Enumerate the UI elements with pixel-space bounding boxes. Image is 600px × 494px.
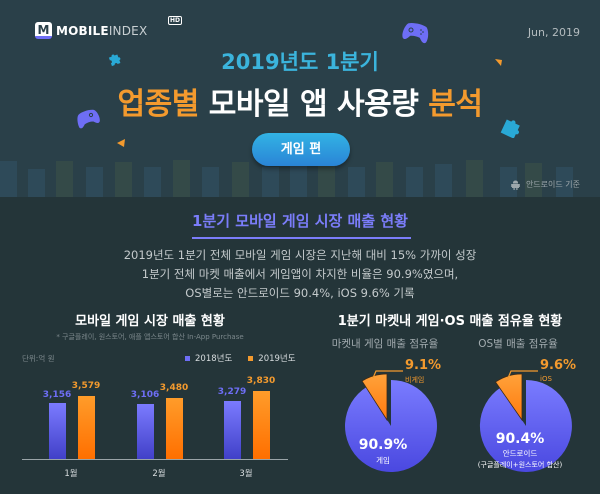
legend-swatch-2019 xyxy=(248,355,254,361)
orange-triangle-decoration xyxy=(117,139,125,147)
legend-item-2019: 2019년도 xyxy=(248,352,296,364)
bar-value: 3,106 xyxy=(130,390,160,400)
pie-right-major-value: 90.4% xyxy=(495,431,545,447)
logo-text-light: INDEX xyxy=(108,23,148,38)
android-icon xyxy=(510,180,520,190)
bar-chart-note: * 구글플레이, 원스토어, 애플 앱스토어 합산 In-App Purchas… xyxy=(56,333,244,341)
gamepad-icon-small xyxy=(77,109,100,129)
bar-mar-2018 xyxy=(224,401,241,459)
title-accent-analysis: 분석 xyxy=(428,87,483,122)
x-axis-label: 2월 xyxy=(152,469,166,479)
pie-chart-game-share xyxy=(344,370,437,472)
bar-chart-unit: 단위:억 원 xyxy=(22,354,55,363)
pie-chart-os-share xyxy=(479,370,572,472)
bar-jan-2019 xyxy=(78,396,95,459)
legend-label: 2018년도 xyxy=(195,354,233,364)
summary-title: 1분기 모바일 게임 시장 매출 현황 xyxy=(192,212,408,230)
legend-label: 2019년도 xyxy=(258,354,296,364)
bar-chart-legend: 2018년도 2019년도 xyxy=(185,352,312,364)
summary-title-underline xyxy=(192,237,411,239)
pie-right-minor-value: 9.6% xyxy=(540,358,577,373)
bar-value: 3,156 xyxy=(42,390,72,400)
report-title: 업종별 모바일 앱 사용량 분석 xyxy=(0,79,600,123)
mobileindex-logo: M MOBILEINDEX HD xyxy=(35,16,183,39)
summary-line: 2019년도 1분기 전체 모바일 게임 시장은 지난해 대비 15% 가까이 … xyxy=(123,248,477,262)
pie-left-subtitle: 마켓내 게임 매출 점유율 xyxy=(331,338,439,350)
bar-chart-title: 모바일 게임 시장 매출 현황 xyxy=(75,314,225,329)
bar-value: 3,279 xyxy=(217,387,247,397)
logo-mark-icon: M xyxy=(35,22,52,39)
title-accent-industry: 업종별 xyxy=(117,87,200,122)
bar-value: 3,830 xyxy=(246,376,276,386)
summary-line: 1분기 전체 마켓 매출에서 게임앱이 차지한 비율은 90.9%였으며, xyxy=(141,267,459,281)
pie-section-title: 1분기 마켓내 게임·OS 매출 점유율 현황 xyxy=(337,314,563,329)
orange-triangle-decoration xyxy=(495,59,502,66)
bar-value: 3,480 xyxy=(159,383,189,393)
legend-item-2018: 2018년도 xyxy=(185,352,232,364)
bar-feb-2019 xyxy=(166,398,183,459)
pie-left-minor-value: 9.1% xyxy=(405,358,442,373)
summary-body: 2019년도 1분기 전체 모바일 게임 시장은 지난해 대비 15% 가까이 … xyxy=(0,246,600,303)
game-category-button[interactable]: 게임 편 xyxy=(252,133,350,166)
header-banner: M MOBILEINDEX HD Jun, 2019 2019년도 1분기 업종… xyxy=(0,0,600,197)
bar-value: 3,579 xyxy=(71,381,101,391)
puzzle-piece-icon-large xyxy=(500,119,520,138)
gamepad-icon xyxy=(402,22,429,44)
pie-left-major-value: 90.9% xyxy=(358,437,408,453)
pie-right-major-sublabel: (구글플레이+원스토어 합산) xyxy=(477,461,563,469)
pie-right-subtitle: OS별 매출 점유율 xyxy=(478,338,558,350)
report-date: Jun, 2019 xyxy=(527,26,580,39)
background-bar-decoration xyxy=(0,147,600,197)
x-axis-label: 3월 xyxy=(239,469,253,479)
title-main-text: 모바일 앱 사용량 xyxy=(198,87,429,122)
puzzle-piece-icon xyxy=(108,54,121,67)
bar-chart-x-axis xyxy=(22,459,288,460)
logo-text-bold: MOBILE xyxy=(56,23,109,38)
pie-right-major-label: 안드로이드 xyxy=(502,449,538,458)
platform-note: 안드로이드 기준 xyxy=(510,179,580,190)
summary-line: OS별로는 안드로이드 90.4%, iOS 9.6% 기록 xyxy=(185,286,415,300)
bar-jan-2018 xyxy=(49,403,66,459)
pie-right-minor-label: iOS xyxy=(540,375,552,383)
pie-left-major-label: 게임 xyxy=(376,456,390,465)
logo-hd-badge: HD xyxy=(168,16,183,25)
platform-note-text: 안드로이드 기준 xyxy=(525,180,580,189)
bar-mar-2019 xyxy=(253,391,270,459)
report-subtitle: 2019년도 1분기 xyxy=(221,50,379,74)
legend-swatch-2018 xyxy=(185,355,190,361)
x-axis-label: 1월 xyxy=(64,469,78,479)
bar-feb-2018 xyxy=(137,404,154,459)
pie-left-minor-label: 비게임 xyxy=(405,376,425,384)
